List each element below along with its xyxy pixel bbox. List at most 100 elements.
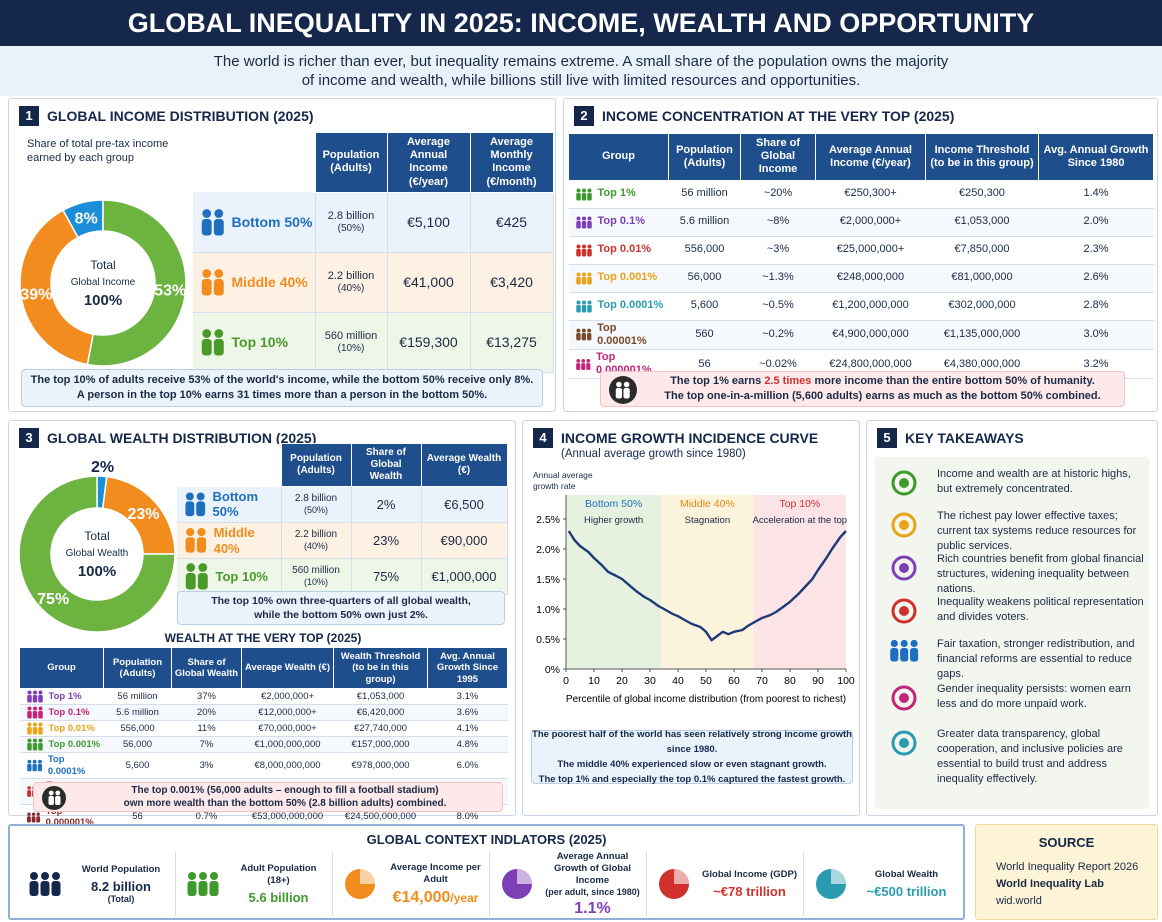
- icon-part: [37, 711, 43, 719]
- value-cell: 2%: [351, 486, 422, 523]
- group: Top 0.1%: [26, 706, 103, 719]
- value-cell: ~20%: [740, 180, 816, 209]
- band: [661, 495, 754, 669]
- value-cell: €4,900,000,000: [815, 320, 926, 350]
- band-label: Top 10%: [779, 498, 820, 510]
- icon-part: [26, 785, 31, 790]
- header-cell: Average Wealth (€): [420, 443, 508, 487]
- icon-part: [201, 338, 212, 356]
- population: 2.8 billion: [327, 209, 375, 222]
- note-text: The top 1% earns: [670, 375, 765, 387]
- band: [566, 495, 662, 669]
- icon-part: [576, 188, 580, 193]
- center-label: Total: [84, 529, 109, 543]
- slice-label: 8%: [75, 211, 98, 228]
- value-cell: €25,000,000+: [815, 236, 926, 265]
- icon: [26, 759, 42, 772]
- growth-line: [567, 530, 847, 642]
- note-box: The top 1% earns 2.5 times more income t…: [600, 371, 1125, 407]
- group: Top 10%: [199, 328, 314, 357]
- icon: [201, 269, 224, 296]
- icon-part: [575, 192, 581, 201]
- table-row: Top 1% 56 million ~20% €250,300+ €250,300 1.4…: [568, 180, 1154, 209]
- header-cell: Avg. Annual Growth Since 1980: [1038, 133, 1154, 181]
- indicator: Adult Population (18+) 5.6 billion: [175, 852, 327, 916]
- population-share: (10%): [303, 577, 328, 588]
- indicator: Average Annual Growth of Global Income (p…: [489, 850, 641, 917]
- header-cell: Average Wealth (€): [241, 646, 334, 690]
- group: Middle 40%: [183, 525, 280, 556]
- icon-part: [581, 272, 586, 277]
- icon-part: [586, 304, 592, 313]
- group-cell: Bottom 50%: [193, 192, 315, 253]
- band-sublabel: Stagnation: [685, 515, 730, 526]
- takeaway: Income and wealth are at historic highs,…: [879, 467, 1145, 497]
- indicator-note: (Total): [107, 894, 135, 904]
- value-cell: 3%: [171, 752, 242, 779]
- population-share: (50%): [337, 222, 365, 234]
- note-line: The top one-in-a-million (5,600 adults) …: [664, 390, 1101, 402]
- section-title: INCOME GROWTH INCIDENCE CURVE: [561, 430, 819, 446]
- icon-part: [899, 520, 909, 530]
- indicator-text: Global Wealth ~€500 trillion: [858, 869, 955, 899]
- population-share: (40%): [303, 541, 328, 552]
- value-cell: €1,000,000: [421, 558, 508, 595]
- icon-part: [26, 743, 32, 751]
- icon-part: [26, 695, 32, 703]
- table-row: Top 0.0001% 5,600 3% €8,000,000,000 €978,000…: [19, 752, 508, 779]
- group-name: Top 0.0001%: [47, 754, 86, 777]
- icon-part: [891, 685, 917, 711]
- icon-part: [26, 789, 31, 797]
- icon-part: [48, 796, 54, 806]
- value-cell: 3.6%: [427, 704, 508, 722]
- icon-part: [674, 869, 689, 884]
- band-label: Bottom 50%: [585, 498, 642, 510]
- takeaway-icon: [879, 595, 929, 625]
- icon-part: [187, 881, 197, 896]
- indicator-label: Average Annual Growth of Global Income: [553, 850, 632, 886]
- section-number: 2: [574, 106, 594, 126]
- value-cell: 2.8%: [1038, 292, 1154, 321]
- section-number: 4: [533, 428, 553, 448]
- value-cell: €6,420,000: [333, 704, 428, 722]
- takeaways-section: 5 KEY TAKEAWAYS Income and wealth are at h…: [866, 420, 1158, 816]
- caption-line: Share of total pre-tax income: [27, 138, 169, 150]
- icon-part: [581, 220, 586, 229]
- value-cell: 3.0%: [1038, 320, 1154, 350]
- icon: [659, 869, 689, 899]
- group-name: Top 0.01%: [597, 243, 652, 256]
- icon-part: [35, 815, 40, 823]
- value-cell: €2,000,000+: [241, 688, 334, 706]
- icon-part: [360, 869, 375, 884]
- indicator-icon: [496, 866, 538, 902]
- group-cell: Top 10%: [177, 558, 281, 595]
- icon-part: [37, 727, 43, 735]
- icon-part: [586, 333, 591, 341]
- group-cell: Middle 40%: [177, 522, 281, 559]
- value-cell: €3,420: [470, 252, 554, 313]
- population-cell: 560 million (10%): [314, 312, 388, 373]
- icon-part: [581, 188, 586, 193]
- icon: [201, 208, 224, 236]
- value-cell: 4.8%: [427, 736, 508, 754]
- value-cell: €6,500: [421, 486, 508, 523]
- takeaway-text: Gender inequality persists: women earn l…: [937, 683, 1131, 710]
- takeaway: The richest pay lower effective taxes; c…: [879, 509, 1145, 554]
- note-box: The top 10% own three-quarters of all gl…: [177, 591, 505, 625]
- takeaway: Gender inequality persists: women earn l…: [879, 682, 1145, 712]
- donut-slice: [86, 199, 187, 367]
- header-row: Population (Adults) Average Annual Income…: [193, 132, 554, 193]
- note-line: The middle 40% experienced slow or even …: [557, 759, 827, 770]
- section-heading: 2 INCOME CONCENTRATION AT THE VERY TOP (2…: [574, 106, 954, 126]
- y-tick-label: 1.0%: [536, 604, 560, 616]
- group: Top 0.0001%: [575, 299, 668, 313]
- icon: [187, 872, 219, 896]
- group-name: Middle 40%: [231, 273, 308, 290]
- icon-part: [38, 706, 42, 711]
- icon-part: [37, 695, 43, 703]
- icon-part: [587, 300, 591, 305]
- takeaway-icon: [879, 552, 929, 582]
- icon-part: [26, 727, 32, 735]
- note-line: The top 10% own three-quarters of all gl…: [211, 595, 471, 607]
- icon-part: [586, 276, 592, 285]
